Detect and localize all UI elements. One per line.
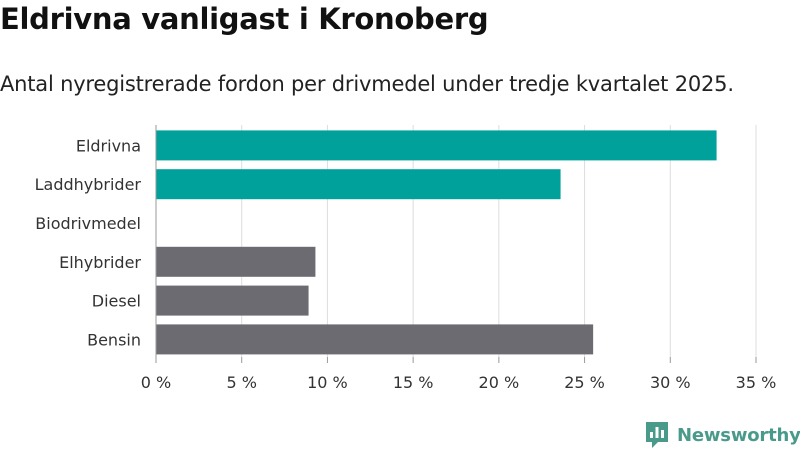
category-label: Bensin bbox=[87, 330, 141, 349]
brand-name: Newsworthy bbox=[677, 424, 800, 446]
chart-title: Eldrivna vanligast i Kronoberg bbox=[0, 2, 489, 36]
x-tick-label: 25 % bbox=[564, 373, 605, 392]
x-tick-label: 30 % bbox=[650, 373, 691, 392]
x-tick-label: 10 % bbox=[307, 373, 348, 392]
x-tick-label: 35 % bbox=[736, 373, 777, 392]
category-label: Eldrivna bbox=[76, 136, 141, 155]
x-tick-label: 20 % bbox=[479, 373, 520, 392]
category-label: Elhybrider bbox=[59, 253, 141, 272]
bar-eldrivna bbox=[156, 130, 717, 161]
chart-subtitle: Antal nyregistrerade fordon per drivmede… bbox=[0, 72, 734, 96]
bar-bensin bbox=[156, 324, 594, 355]
category-label: Laddhybrider bbox=[35, 175, 142, 194]
x-tick-label: 0 % bbox=[141, 373, 171, 392]
newsworthy-brand: Newsworthy bbox=[644, 420, 800, 450]
category-label: Biodrivmedel bbox=[35, 214, 141, 233]
bar-laddhybrider bbox=[156, 169, 561, 200]
bar-elhybrider bbox=[156, 246, 316, 277]
x-tick-label: 5 % bbox=[226, 373, 256, 392]
category-label: Diesel bbox=[92, 292, 141, 311]
bar-diesel bbox=[156, 285, 309, 316]
newsworthy-logo-icon bbox=[646, 422, 668, 448]
x-tick-label: 15 % bbox=[393, 373, 434, 392]
